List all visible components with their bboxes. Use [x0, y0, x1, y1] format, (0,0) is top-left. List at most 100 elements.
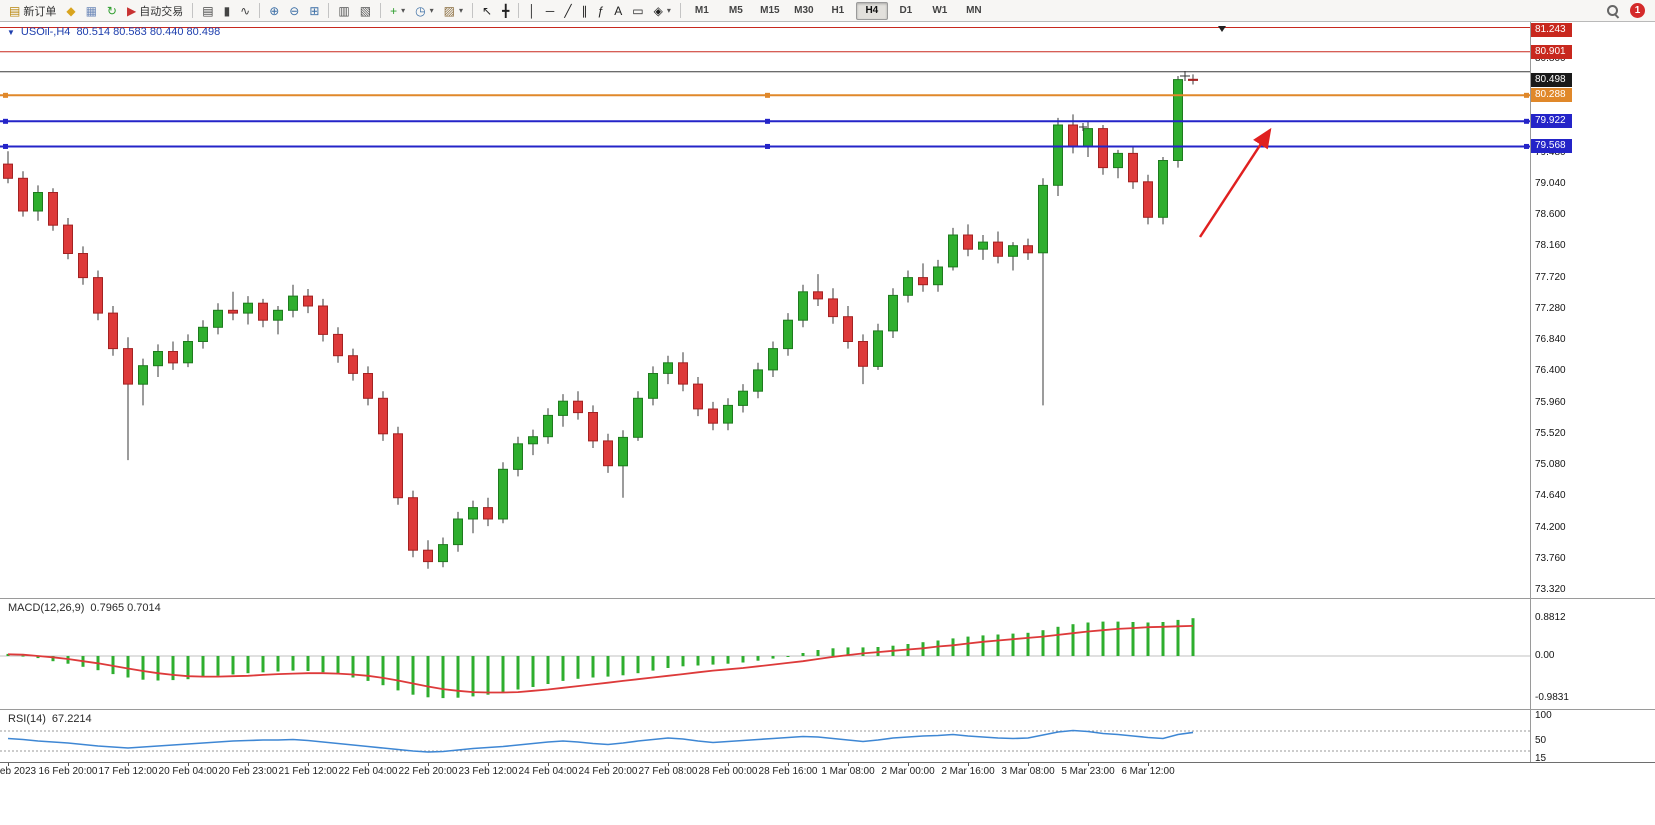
periods-icon-glyph: ◷ [415, 3, 426, 18]
line-handle[interactable] [3, 118, 8, 124]
timeframe-D1[interactable]: D1 [899, 5, 913, 16]
vertical-line-icon[interactable]: │ [523, 1, 541, 21]
search-icon[interactable] [1605, 3, 1620, 19]
macd-label: MACD(12,26,9) 0.7965 0.7014 [8, 602, 161, 614]
new-order-button[interactable]: ▤ 新订单 [4, 1, 61, 21]
candle [333, 327, 343, 363]
timeframe-H4[interactable]: H4 [855, 1, 888, 20]
channel-icon[interactable]: ∥ [577, 1, 593, 21]
text-icon[interactable]: A [609, 1, 627, 21]
add-indicator-icon[interactable]: + ▾ [385, 1, 410, 21]
price-axis-label: 73.760 [1535, 553, 1566, 564]
timeframe-H1[interactable]: H1 [831, 5, 845, 16]
notification-badge[interactable]: 1 [1630, 3, 1645, 18]
main-toolbar: ▤ 新订单 ◆ ▦ ↻ ▶ 自动交易 ▤ ▮ ∿ ⊕ ⊖ ⊞ ▥ ▧ + ▾ ◷ ▾ ▨ ▾ ↖ ╋ │ ─ ╱ ∥ ƒ A ▭ ◈ ▾ M1… [0, 0, 1655, 22]
rsi-scale-label: 50 [1535, 735, 1547, 746]
timeframe-MN[interactable]: MN [966, 5, 982, 16]
line-chart-icon[interactable]: ∿ [235, 1, 255, 21]
line-handle[interactable] [765, 118, 770, 124]
candle [723, 398, 733, 431]
price-badge: 79.922 [1531, 114, 1572, 128]
dropdown-caret-icon[interactable]: ▾ [401, 6, 406, 15]
timeframe-M30[interactable]: M30 [794, 5, 814, 16]
horizontal-line-icon[interactable]: ─ [541, 1, 560, 21]
time-axis-label: 21 Feb 12:00 [278, 766, 338, 777]
collapse-icon[interactable]: ▼ [7, 27, 15, 37]
candle [1008, 242, 1018, 271]
cursor-icon[interactable]: ↖ [477, 1, 497, 21]
time-tick [488, 762, 489, 766]
line-handle[interactable] [765, 143, 770, 149]
zoom-out-icon[interactable]: ⊖ [284, 1, 304, 21]
macd-signal-line [7, 625, 1194, 694]
cascade-windows-icon[interactable]: ▧ [355, 1, 376, 21]
bar-chart-icon[interactable]: ▤ [197, 1, 218, 21]
templates-icon-glyph: ▨ [443, 3, 455, 18]
alerts-icon[interactable]: ◆ [61, 1, 80, 21]
trend-arrow-object[interactable] [1198, 127, 1272, 238]
candle [363, 366, 373, 406]
timeframe-M1[interactable]: M1 [694, 5, 709, 16]
candle [93, 270, 103, 321]
crosshair-mark [1079, 123, 1087, 131]
tile-windows-icon-glyph: ▥ [338, 3, 350, 18]
tile-windows-icon[interactable]: ▥ [333, 1, 354, 21]
candle [573, 391, 583, 420]
price-badge: 80.901 [1531, 45, 1572, 59]
auto-trading-button[interactable]: ▶ 自动交易 [122, 1, 188, 21]
line-handle[interactable] [765, 92, 770, 98]
candle [1113, 149, 1123, 179]
arrows-icon[interactable]: ◈ ▾ [649, 1, 676, 21]
candle [1098, 125, 1108, 175]
candle [588, 405, 598, 448]
candle [498, 462, 508, 524]
time-axis-label: 2 Mar 16:00 [941, 766, 995, 777]
grid-icon[interactable]: ⊞ [304, 1, 324, 21]
chart-windows-icon[interactable]: ▦ [81, 1, 102, 21]
line-handle[interactable] [3, 143, 8, 149]
line-handle[interactable] [1524, 143, 1529, 149]
label-icon[interactable]: ▭ [627, 1, 648, 21]
candle [513, 436, 523, 477]
time-axis-label: 17 Feb 12:00 [98, 766, 158, 777]
time-axis-label: 20 Feb 04:00 [158, 766, 218, 777]
toolbar-separator [679, 3, 681, 18]
trendline-icon[interactable]: ╱ [559, 1, 576, 21]
dropdown-caret-icon[interactable]: ▾ [429, 6, 434, 15]
time-tick [788, 762, 789, 766]
dropdown-caret-icon[interactable]: ▾ [458, 6, 463, 15]
time-axis-label: 23 Feb 12:00 [458, 766, 518, 777]
rsi-value: 67.2214 [51, 713, 92, 725]
line-handle[interactable] [3, 92, 8, 98]
price-axis-line [1530, 22, 1531, 762]
candle [603, 433, 613, 473]
zoom-in-icon[interactable]: ⊕ [264, 1, 284, 21]
templates-icon[interactable]: ▨ ▾ [439, 1, 468, 21]
candle [633, 391, 643, 441]
chart-title: ▼ USOil-,H4 80.514 80.583 80.440 80.498 [7, 26, 220, 38]
dropdown-caret-icon[interactable]: ▾ [666, 6, 671, 15]
fibonacci-icon[interactable]: ƒ [593, 1, 610, 21]
panel-separator-macd[interactable] [0, 598, 1655, 599]
ohlc-values: 80.514 80.583 80.440 80.498 [76, 26, 221, 38]
refresh-icon[interactable]: ↻ [102, 1, 122, 21]
line-handle[interactable] [1524, 92, 1529, 98]
timeframe-M15[interactable]: M15 [760, 5, 780, 16]
panel-separator-rsi[interactable] [0, 709, 1655, 710]
candle [258, 298, 268, 328]
timeframe-M5[interactable]: M5 [728, 5, 743, 16]
auto-trading-button-label: 自动交易 [139, 5, 184, 18]
timeframe-toolbar: M1 M5 M15 M30 H1 H4 D1 W1 MN [685, 1, 991, 20]
macd-scale-label: 0.8812 [1535, 612, 1566, 623]
candle [393, 426, 403, 505]
crosshair-icon[interactable]: ╋ [497, 1, 514, 21]
candle [198, 320, 208, 349]
price-axis-label: 74.640 [1535, 490, 1566, 501]
candlestick-chart-icon[interactable]: ▮ [219, 1, 236, 21]
toolbar-separator [472, 3, 473, 18]
chart-windows-icon-glyph: ▦ [85, 3, 97, 18]
periods-icon[interactable]: ◷ ▾ [410, 1, 439, 21]
toolbar-separator [259, 3, 261, 18]
line-handle[interactable] [1524, 118, 1529, 124]
timeframe-W1[interactable]: W1 [932, 5, 948, 16]
